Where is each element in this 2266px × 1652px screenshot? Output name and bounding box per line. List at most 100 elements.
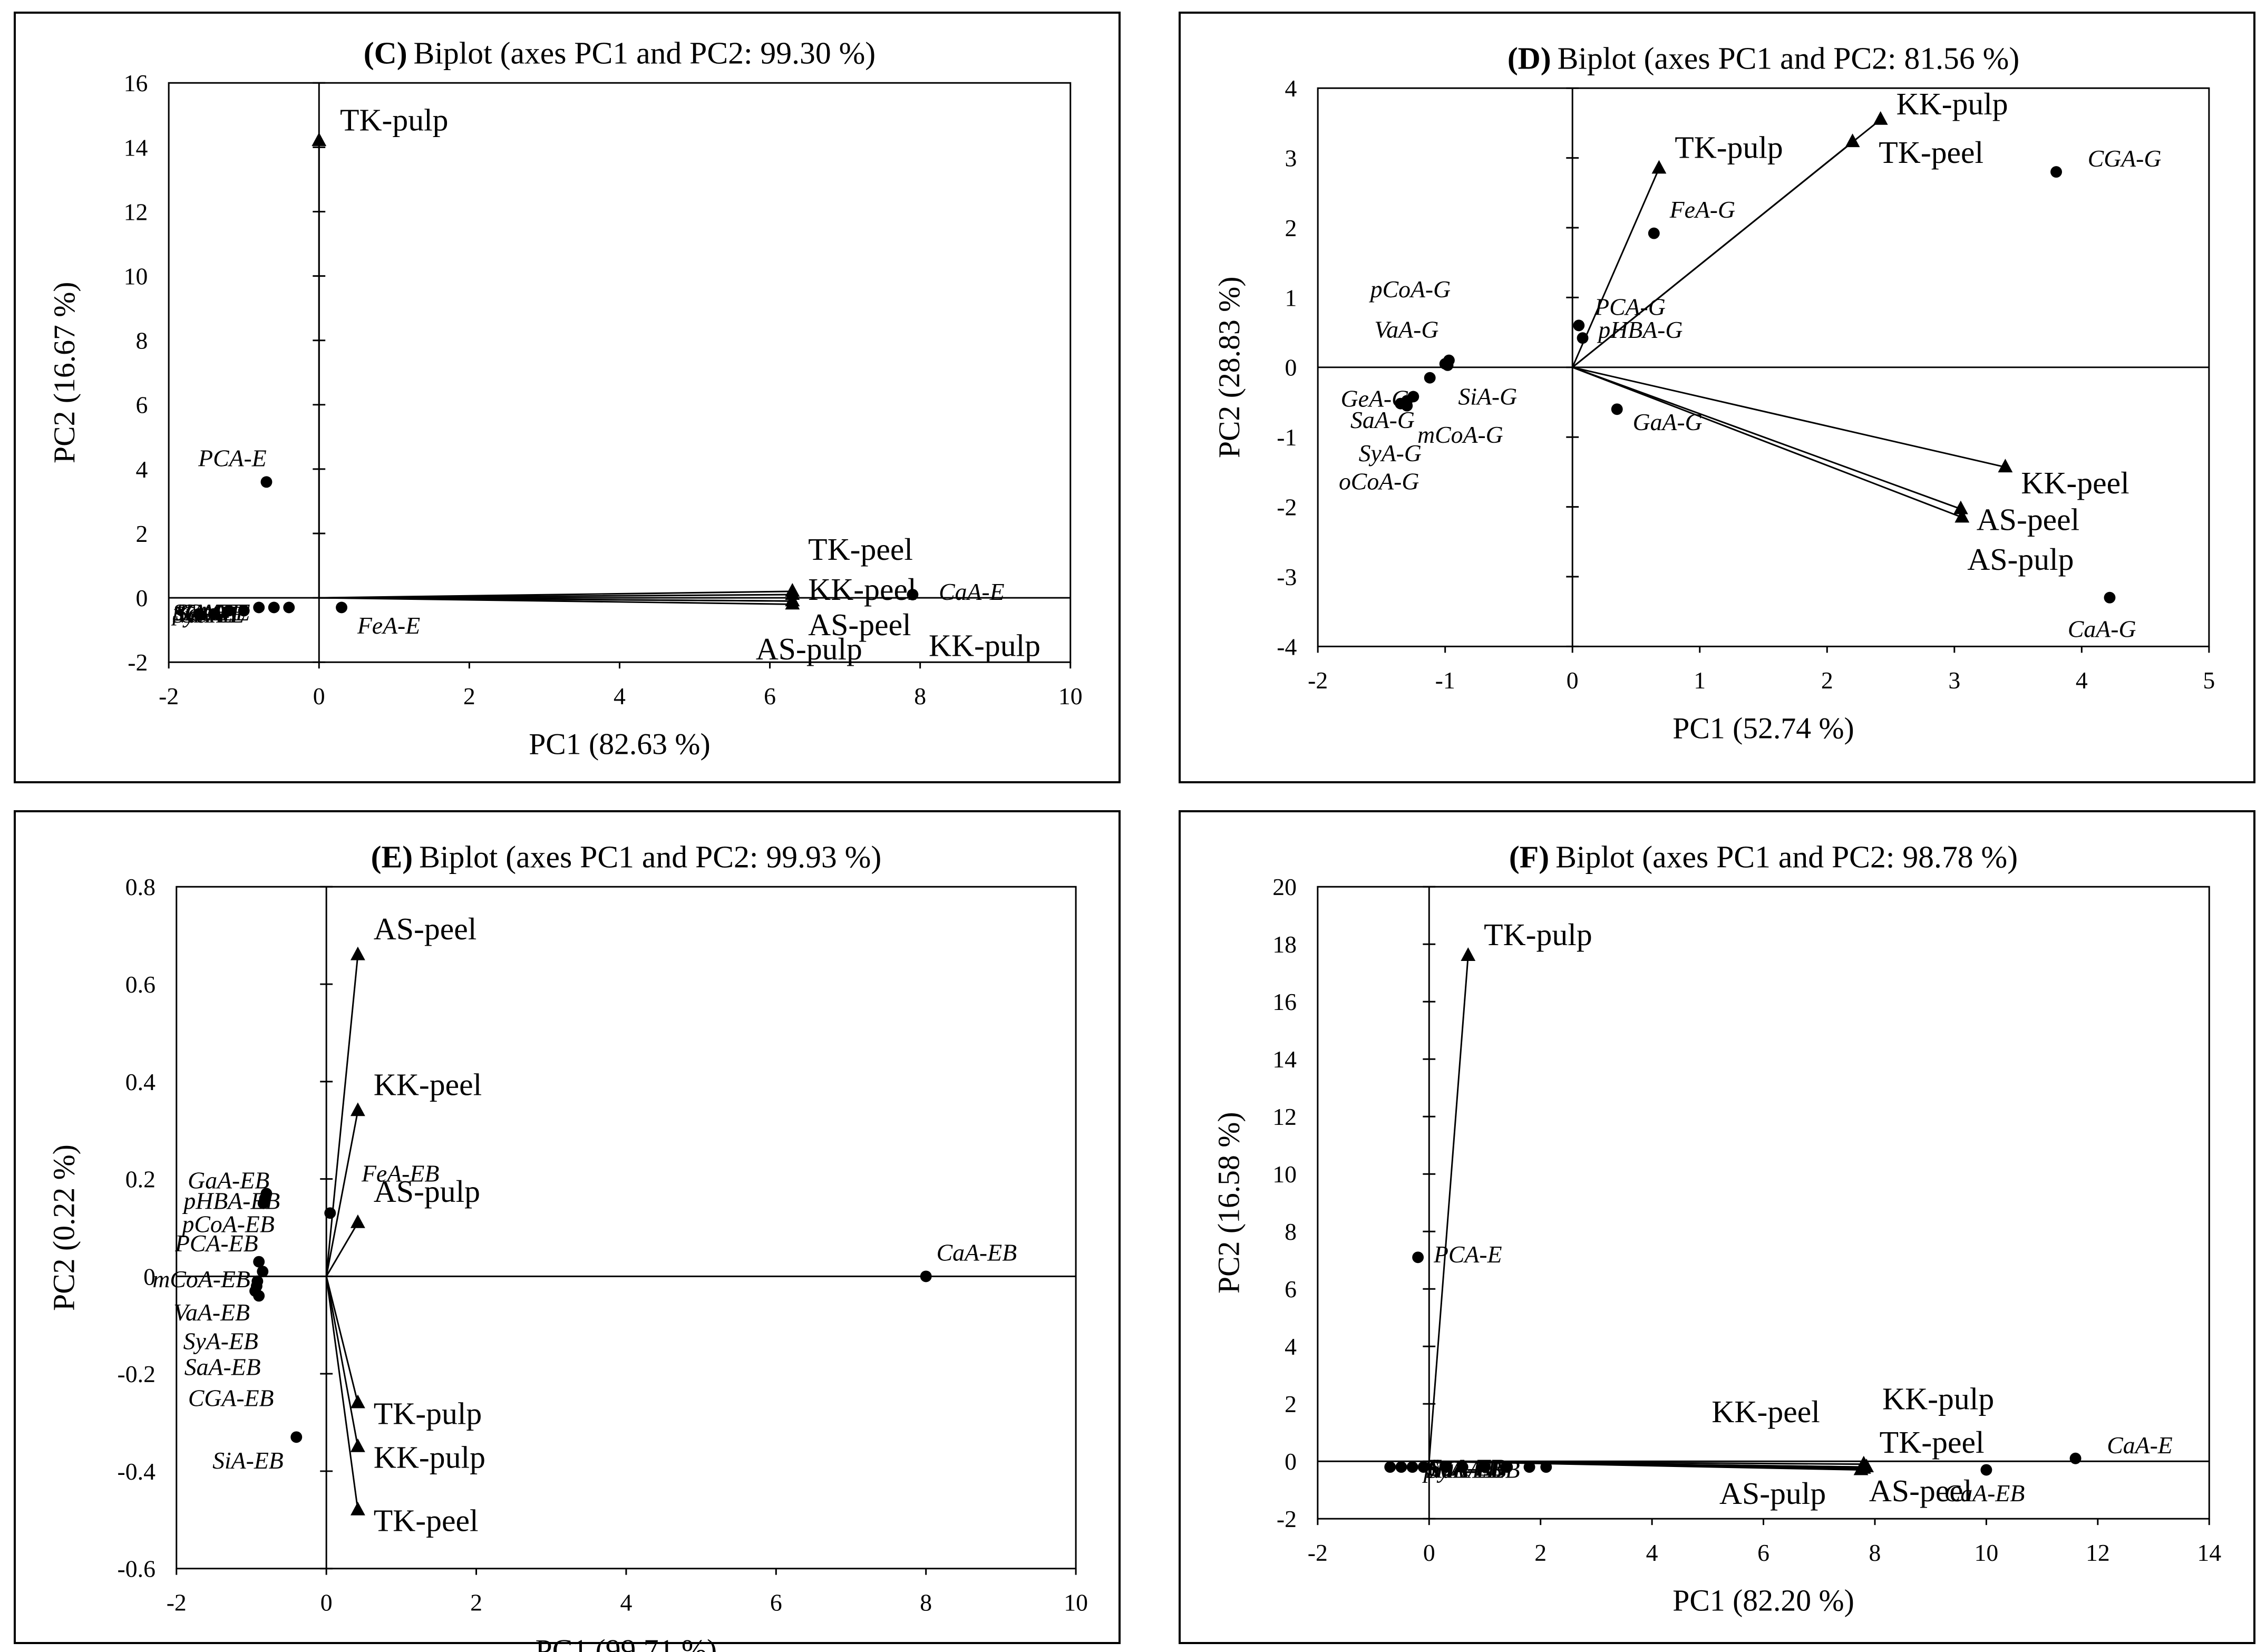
- overlapping-variable-label: SyA-EB: [1427, 1456, 1502, 1483]
- sample-vector: [325, 955, 359, 1277]
- x-tick-label: 12: [2086, 1539, 2110, 1566]
- x-tick-label: 10: [1975, 1539, 1999, 1566]
- x-tick-label: 6: [770, 1589, 782, 1616]
- x-tick-label: 10: [1058, 683, 1083, 710]
- y-tick-label: 12: [1272, 1103, 1297, 1130]
- x-tick-label: 4: [614, 683, 626, 710]
- variable-point: [208, 608, 220, 620]
- variable-point: [1424, 372, 1436, 384]
- variable-label: CaA-EB: [937, 1239, 1017, 1266]
- variable-point: [1540, 1461, 1552, 1473]
- x-tick-label: 8: [1869, 1539, 1881, 1566]
- biplot-panel-c: (C) Biplot (axes PC1 and PC2: 99.30 %) -2 0…: [14, 12, 1121, 783]
- variable-label: SaA-G: [1350, 406, 1415, 433]
- overlapping-variable-label: SaA-E: [176, 599, 237, 626]
- variable-point: [283, 601, 295, 614]
- variable-point: [1406, 1461, 1418, 1473]
- sample-label: AS-peel: [808, 607, 911, 642]
- y-axis-label: PC2 (16.58 %): [1213, 1112, 1246, 1294]
- overlapping-variable-label: GaA-EB: [1424, 1454, 1505, 1481]
- y-tick-label: 2: [1285, 1391, 1297, 1417]
- sample-vector: [325, 1276, 359, 1447]
- y-tick-label: 10: [1272, 1161, 1297, 1188]
- x-axis-label: PC1 (82.20 %): [1672, 1584, 1854, 1617]
- sample-marker: [1998, 459, 2013, 473]
- x-tick-label: -2: [167, 1589, 187, 1616]
- variable-point: [1648, 227, 1660, 239]
- variable-label: pCoA-G: [1369, 276, 1451, 303]
- variable-label: CGA-G: [2088, 145, 2162, 172]
- y-tick-label: -3: [1277, 563, 1297, 590]
- sample-vector: [1572, 366, 1961, 510]
- variable-label: CGA-EB: [188, 1384, 274, 1411]
- biplot-panel-f: (F) Biplot (axes PC1 and PC2: 98.78 %) -2 0…: [1179, 810, 2255, 1644]
- sample-label: TK-pulp: [340, 102, 448, 137]
- x-tick-label: 8: [914, 683, 926, 710]
- x-tick-label: 4: [620, 1589, 632, 1616]
- variable-point: [2050, 166, 2062, 178]
- overlapping-variable-label: GaA-E: [179, 599, 246, 626]
- sample-label: KK-peel: [374, 1067, 482, 1102]
- sample-label: TK-peel: [374, 1503, 479, 1538]
- sample-marker: [350, 1214, 365, 1228]
- x-axis-label: PC1 (52.74 %): [1672, 712, 1854, 745]
- variable-label: mCoA-G: [1417, 421, 1503, 448]
- sample-vector: [1572, 141, 1853, 368]
- x-tick-label: 1: [1694, 667, 1706, 694]
- y-tick-label: 14: [1272, 1046, 1297, 1073]
- variable-point: [290, 1431, 303, 1443]
- biplot-chart-c: (C) Biplot (axes PC1 and PC2: 99.30 %) -2 0…: [48, 35, 1083, 761]
- y-axis-label: PC2 (16.67 %): [48, 282, 81, 463]
- y-tick-label: -4: [1277, 633, 1297, 660]
- sample-label: KK-pulp: [929, 628, 1040, 663]
- x-tick-label: 0: [320, 1589, 333, 1616]
- sample-vector: [1572, 366, 2006, 468]
- x-tick-label: 8: [920, 1589, 932, 1616]
- y-tick-label: 0: [135, 585, 148, 611]
- chart-title: (E) Biplot (axes PC1 and PC2: 99.93 %): [371, 839, 882, 874]
- y-tick-label: 6: [1285, 1276, 1297, 1303]
- y-tick-label: -0.6: [118, 1556, 155, 1582]
- variable-point: [2104, 591, 2116, 604]
- variable-point: [1401, 400, 1413, 412]
- chart-title: (D) Biplot (axes PC1 and PC2: 81.56 %): [1508, 41, 2019, 75]
- panel-letter: (E): [371, 839, 413, 874]
- sample-vector: [325, 1110, 359, 1277]
- title-text: Biplot (axes PC1 and PC2: 99.30 %): [414, 35, 876, 70]
- overlapping-variable-label: VaA-EB: [1430, 1456, 1506, 1483]
- biplot-chart-e: (E) Biplot (axes PC1 and PC2: 99.93 %) -2 0…: [48, 839, 1088, 1652]
- variable-label: pCoA-EB: [180, 1211, 274, 1238]
- x-tick-label: 2: [463, 683, 475, 710]
- variable-point: [1412, 1251, 1424, 1264]
- x-tick-label: -2: [1308, 667, 1328, 694]
- sample-vector: [1572, 366, 1962, 518]
- variable-point: [1440, 1461, 1452, 1473]
- variable-point: [257, 1266, 269, 1278]
- variable-label: FeA-E: [357, 612, 420, 639]
- variable-point: [2069, 1452, 2082, 1464]
- x-tick-label: -2: [1308, 1539, 1328, 1566]
- sample-label: TK-peel: [1880, 1425, 1985, 1460]
- biplot-chart-d: (D) Biplot (axes PC1 and PC2: 81.56 %)-2-…: [1213, 41, 2215, 745]
- variable-point: [253, 1290, 265, 1302]
- variable-point: [253, 601, 265, 614]
- variable-point: [1442, 359, 1454, 371]
- y-tick-label: -2: [128, 649, 148, 676]
- variable-label: PCA-E: [1433, 1241, 1502, 1268]
- overlapping-variable-label: SyA-E: [172, 601, 232, 628]
- sample-label: TK-pulp: [1484, 917, 1592, 952]
- sample-label: AS-pulp: [1967, 542, 2074, 577]
- variable-point: [268, 601, 280, 614]
- variable-point: [1577, 332, 1589, 344]
- variable-point: [257, 1197, 269, 1209]
- x-tick-label: 6: [764, 683, 776, 710]
- y-tick-label: 8: [1285, 1218, 1297, 1245]
- sample-marker: [350, 1102, 365, 1116]
- sample-marker: [1873, 111, 1888, 125]
- biplot-chart-f: (F) Biplot (axes PC1 and PC2: 98.78 %) -2 0…: [1213, 839, 2222, 1617]
- variable-point: [1456, 1461, 1468, 1473]
- y-tick-label: 18: [1272, 931, 1297, 958]
- variable-label: SiA-G: [1458, 383, 1517, 410]
- y-tick-label: 20: [1272, 873, 1297, 900]
- sample-marker: [350, 1438, 365, 1452]
